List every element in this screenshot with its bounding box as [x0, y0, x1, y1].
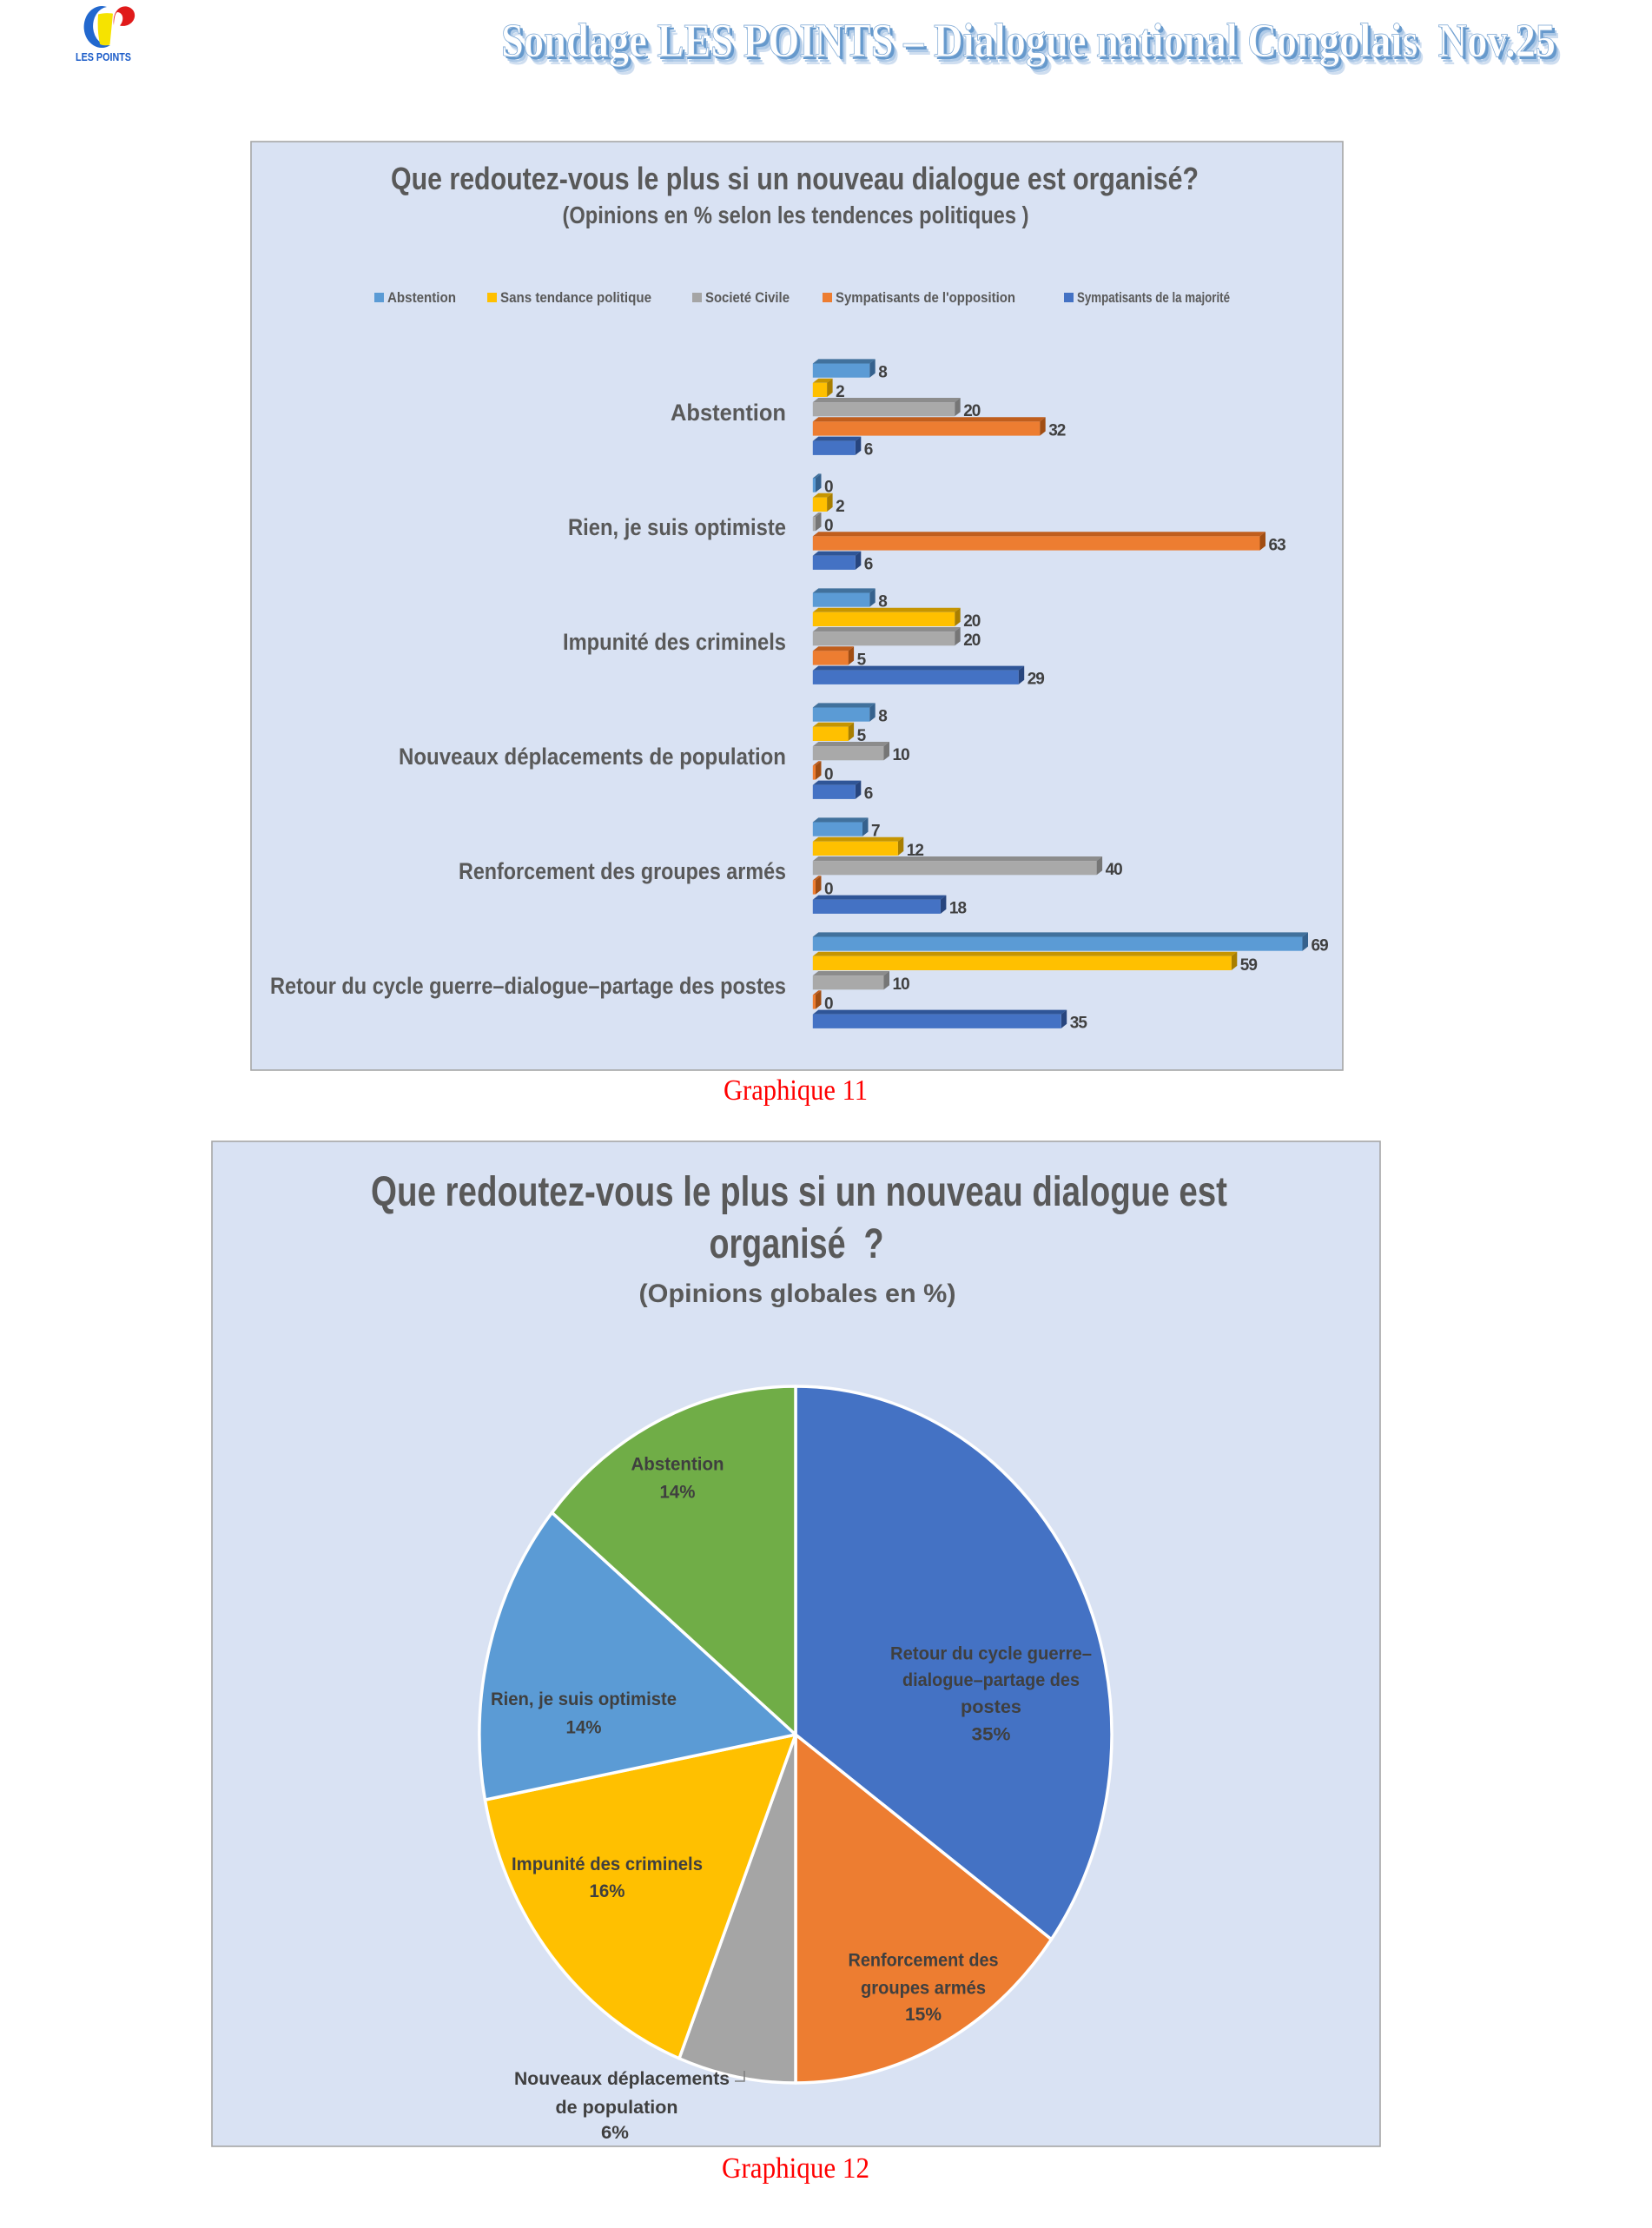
- svg-text:63: 63: [1269, 536, 1286, 554]
- svg-text:Sondage LES POINTS – Dialogue: Sondage LES POINTS – Dialogue national C…: [504, 17, 1558, 69]
- svg-text:59: 59: [1240, 956, 1258, 975]
- svg-text:20: 20: [963, 402, 981, 420]
- svg-text:7: 7: [871, 823, 880, 841]
- svg-text:69: 69: [1312, 937, 1329, 955]
- svg-text:Abstention: Abstention: [631, 1455, 724, 1475]
- svg-text:8: 8: [878, 364, 887, 382]
- svg-text:12: 12: [907, 842, 924, 860]
- svg-text:Sympatisants de la majorité: Sympatisants de la majorité: [1077, 290, 1230, 306]
- svg-text:14%: 14%: [566, 1718, 602, 1738]
- svg-text:Nouveaux déplacements: Nouveaux déplacements: [514, 2069, 730, 2089]
- svg-text:Sondage LES POINTS – Dialogue: Sondage LES POINTS – Dialogue national C…: [501, 14, 1556, 67]
- svg-text:Sondage LES POINTS – Dialogue: Sondage LES POINTS – Dialogue national C…: [507, 22, 1562, 75]
- svg-text:20: 20: [963, 631, 981, 650]
- svg-text:5: 5: [857, 651, 867, 669]
- svg-text:Impunité des criminels: Impunité des criminels: [563, 629, 786, 655]
- svg-text:35: 35: [1070, 1015, 1088, 1033]
- svg-text:16%: 16%: [590, 1881, 625, 1901]
- svg-text:LES POINTS: LES POINTS: [76, 51, 131, 63]
- svg-text:0: 0: [824, 995, 833, 1013]
- svg-text:groupes armés: groupes armés: [861, 1978, 986, 1998]
- svg-text:15%: 15%: [905, 2005, 942, 2025]
- svg-text:32: 32: [1048, 421, 1066, 440]
- svg-text:5: 5: [857, 727, 867, 745]
- svg-text:6: 6: [864, 785, 873, 803]
- svg-text:Retour du cycle guerre–dialogu: Retour du cycle guerre–dialogue–partage …: [270, 973, 786, 999]
- svg-text:18: 18: [949, 900, 967, 918]
- svg-text:6: 6: [864, 441, 873, 459]
- svg-text:14%: 14%: [660, 1482, 696, 1502]
- svg-text:Abstention: Abstention: [387, 290, 456, 306]
- svg-text:postes: postes: [961, 1697, 1021, 1717]
- svg-text:6%: 6%: [601, 2123, 629, 2143]
- svg-text:Rien, je suis optimiste: Rien, je suis optimiste: [491, 1689, 677, 1709]
- svg-text:0: 0: [824, 479, 833, 497]
- svg-text:organisé ?: organisé ?: [710, 1221, 884, 1267]
- svg-text:Nouveaux déplacements de popul: Nouveaux déplacements de population: [399, 744, 786, 770]
- svg-text:Sans tendance politique: Sans tendance politique: [500, 290, 651, 306]
- svg-text:2: 2: [836, 498, 844, 516]
- svg-text:Sondage LES POINTS – Dialogue: Sondage LES POINTS – Dialogue national C…: [506, 19, 1560, 72]
- svg-text:Graphique 12: Graphique 12: [722, 2152, 869, 2185]
- svg-text:8: 8: [878, 593, 887, 612]
- svg-text:40: 40: [1106, 861, 1123, 879]
- svg-text:0: 0: [824, 880, 833, 898]
- svg-text:Renforcement des: Renforcement des: [849, 1951, 999, 1971]
- svg-text:10: 10: [893, 746, 910, 764]
- svg-text:Que redoutez-vous le plus si u: Que redoutez-vous le plus si un nouveau …: [391, 161, 1199, 196]
- svg-text:Que redoutez-vous le plus si u: Que redoutez-vous le plus si un nouveau …: [371, 1169, 1227, 1215]
- svg-text:20: 20: [963, 612, 981, 631]
- svg-text:10: 10: [893, 975, 910, 994]
- svg-text:2: 2: [836, 383, 844, 401]
- svg-text:Renforcement des groupes armés: Renforcement des groupes armés: [459, 858, 786, 884]
- svg-text:0: 0: [824, 765, 833, 783]
- svg-text:de population: de population: [556, 2098, 678, 2118]
- svg-text:Rien, je suis optimiste: Rien, je suis optimiste: [568, 514, 786, 540]
- svg-text:Graphique 11: Graphique 11: [724, 1074, 868, 1107]
- svg-text:0: 0: [824, 517, 833, 535]
- svg-text:dialogue–partage des: dialogue–partage des: [902, 1670, 1080, 1690]
- svg-text:Societé Civile: Societé Civile: [705, 290, 790, 306]
- svg-text:(Opinions en % selon les tende: (Opinions en % selon les tendences polit…: [563, 202, 1029, 228]
- svg-text:6: 6: [864, 556, 873, 574]
- svg-text:29: 29: [1028, 671, 1045, 689]
- svg-text:Impunité des criminels: Impunité des criminels: [512, 1854, 703, 1874]
- svg-text:(Opinions globales en %): (Opinions globales en %): [639, 1279, 956, 1308]
- svg-text:Abstention: Abstention: [671, 400, 786, 426]
- svg-text:Sympatisants de l'opposition: Sympatisants de l'opposition: [836, 290, 1015, 306]
- svg-text:8: 8: [878, 708, 887, 726]
- svg-text:35%: 35%: [972, 1724, 1011, 1744]
- svg-text:Retour du cycle guerre–: Retour du cycle guerre–: [890, 1644, 1092, 1664]
